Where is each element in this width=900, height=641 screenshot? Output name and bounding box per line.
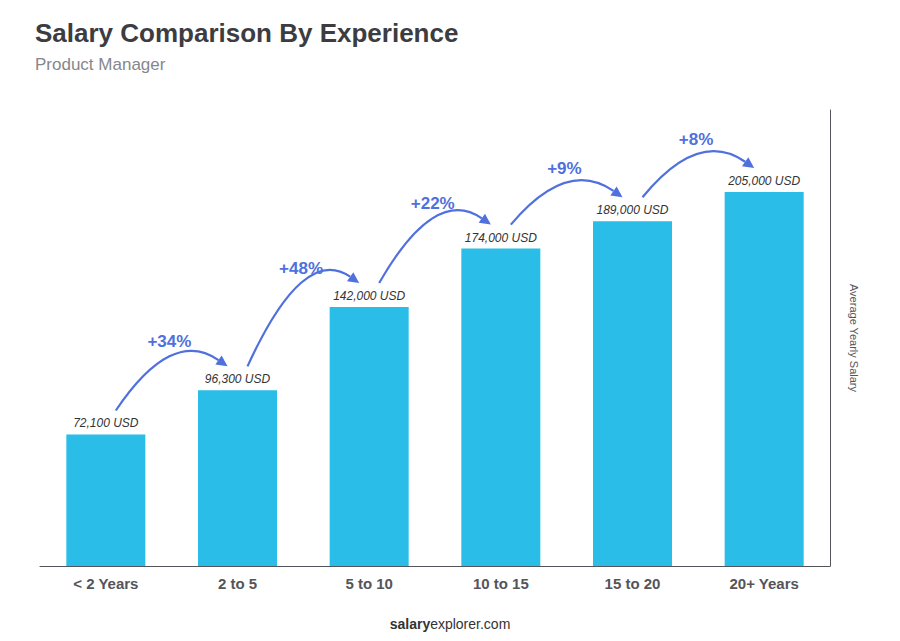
- svg-text:189,000 USD: 189,000 USD: [596, 203, 668, 217]
- svg-text:10 to 15: 10 to 15: [473, 575, 529, 592]
- svg-text:142,000 USD: 142,000 USD: [333, 289, 405, 303]
- svg-text:Product Manager: Product Manager: [35, 55, 166, 74]
- svg-text:205,000 USD: 205,000 USD: [727, 174, 800, 188]
- svg-text:+9%: +9%: [547, 159, 582, 178]
- svg-text:< 2 Years: < 2 Years: [73, 575, 138, 592]
- svg-text:+48%: +48%: [279, 259, 323, 278]
- svg-text:174,000 USD: 174,000 USD: [465, 231, 537, 245]
- svg-text:+34%: +34%: [147, 332, 191, 351]
- svg-text:96,300 USD: 96,300 USD: [205, 372, 271, 386]
- svg-text:explorer.com: explorer.com: [430, 616, 510, 632]
- svg-text:+8%: +8%: [679, 130, 714, 149]
- svg-text:5 to 10: 5 to 10: [345, 575, 393, 592]
- svg-text:Salary Comparison By Experienc: Salary Comparison By Experience: [35, 18, 458, 48]
- svg-text:72,100 USD: 72,100 USD: [73, 416, 139, 430]
- svg-text:20+ Years: 20+ Years: [729, 575, 798, 592]
- svg-text:2 to 5: 2 to 5: [218, 575, 257, 592]
- svg-text:15 to 20: 15 to 20: [605, 575, 661, 592]
- svg-text:Average Yearly Salary: Average Yearly Salary: [848, 284, 860, 393]
- svg-text:salary: salary: [390, 616, 431, 632]
- svg-text:+22%: +22%: [411, 194, 455, 213]
